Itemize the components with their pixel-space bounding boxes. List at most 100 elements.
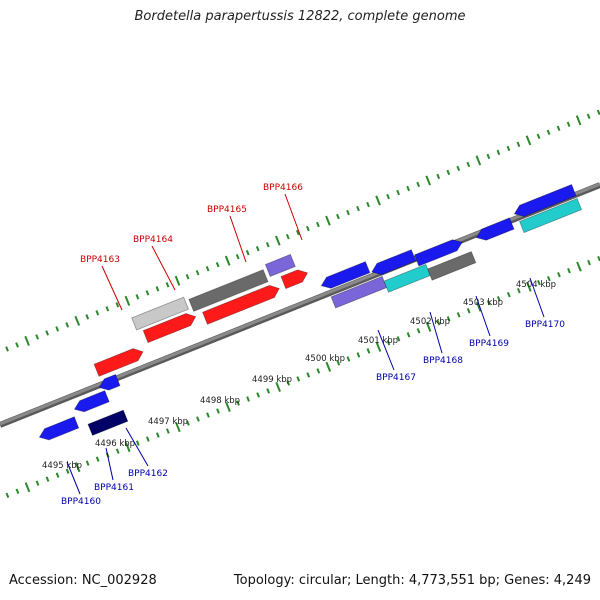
outer-tick bbox=[436, 173, 441, 180]
inner-tick bbox=[366, 348, 371, 354]
kbp-label: 4499 kbp bbox=[252, 375, 292, 385]
inner-tick bbox=[506, 292, 511, 298]
outer-tick bbox=[295, 229, 300, 236]
outer-tick bbox=[566, 121, 571, 128]
inner-tick bbox=[325, 361, 332, 372]
kbp-labels: 4495 kbp 4496 kbp 4497 kbp 4498 kbp 4499 kbp… bbox=[42, 280, 556, 471]
gene-arrow bbox=[38, 416, 80, 441]
inner-tick bbox=[296, 376, 301, 382]
inner-tick bbox=[416, 328, 421, 334]
inner-tick bbox=[225, 402, 231, 413]
outer-tick bbox=[536, 133, 541, 140]
gene-label-reverse: BPP4169 bbox=[469, 339, 509, 349]
outer-tick bbox=[245, 249, 250, 256]
outer-tick bbox=[135, 294, 140, 300]
gene-arrow bbox=[188, 269, 269, 312]
outer-tick bbox=[525, 135, 532, 146]
outer-tick bbox=[386, 193, 390, 200]
inner-tick bbox=[286, 380, 291, 386]
outer-tick bbox=[285, 233, 290, 240]
outer-tick bbox=[65, 322, 70, 328]
gene-leader-line bbox=[377, 329, 395, 371]
inner-tick bbox=[375, 341, 382, 352]
outer-tick bbox=[375, 195, 381, 206]
gene-leader-line bbox=[66, 461, 81, 495]
gene-label-reverse: BPP4161 bbox=[94, 483, 134, 493]
gene-label-reverse: BPP4170 bbox=[525, 320, 565, 330]
inner-tick bbox=[396, 336, 401, 342]
gene-label-forward: BPP4165 bbox=[207, 205, 247, 215]
gene-features bbox=[0, 183, 583, 441]
outer-tick bbox=[546, 129, 551, 136]
outer-tick bbox=[446, 169, 451, 176]
outer-tick bbox=[195, 270, 200, 276]
accession-label: Accession: NC_002928 bbox=[9, 573, 157, 588]
outer-tick bbox=[174, 275, 181, 286]
kbp-label: 4495 kbp bbox=[42, 461, 82, 471]
outer-tick bbox=[45, 330, 50, 336]
outer-tick bbox=[496, 149, 501, 156]
gene-label-reverse: BPP4168 bbox=[423, 356, 463, 366]
gene-label-reverse: BPP4167 bbox=[376, 373, 416, 383]
gene-leader-line bbox=[429, 311, 443, 354]
outer-tick bbox=[35, 334, 39, 340]
gene-arrow bbox=[73, 390, 110, 413]
inner-tick bbox=[436, 320, 441, 326]
gene-arrow bbox=[202, 284, 280, 325]
topology-label: Topology: circular; Length: 4,773,551 bp… bbox=[233, 573, 591, 588]
outer-tick bbox=[24, 335, 30, 346]
outer-tick bbox=[516, 141, 521, 148]
gene-label-forward: BPP4166 bbox=[263, 183, 303, 193]
gene-label-forward: BPP4164 bbox=[133, 235, 173, 245]
inner-tick bbox=[45, 476, 50, 482]
inner-tick bbox=[466, 308, 471, 314]
gene-leader-line bbox=[229, 215, 247, 263]
outer-tick bbox=[165, 282, 170, 288]
gene-leader-line bbox=[284, 193, 303, 241]
inner-tick bbox=[15, 488, 20, 494]
gene-arrow bbox=[475, 217, 515, 241]
outer-tick bbox=[85, 314, 90, 320]
kbp-label: 4496 kbp bbox=[95, 439, 135, 449]
inner-tick bbox=[336, 360, 341, 366]
inner-tick bbox=[567, 267, 571, 274]
outer-tick bbox=[215, 262, 220, 268]
inner-tick bbox=[256, 392, 260, 398]
outer-tick bbox=[235, 253, 240, 260]
gene-leader-line bbox=[101, 265, 123, 311]
inner-tick bbox=[95, 456, 100, 462]
gene-arrow bbox=[98, 373, 121, 391]
inner-tick bbox=[5, 492, 10, 498]
gene-arrow bbox=[427, 251, 477, 281]
gene-leader-line bbox=[105, 447, 114, 481]
inner-tick bbox=[587, 259, 591, 266]
inner-tick bbox=[145, 436, 150, 442]
inner-tick bbox=[216, 408, 220, 414]
inner-tick bbox=[346, 356, 351, 362]
outer-tick bbox=[556, 125, 561, 132]
kbp-label: 4503 kbp bbox=[463, 298, 503, 308]
outer-tick bbox=[586, 113, 591, 119]
kbp-label: 4504 kbp bbox=[516, 280, 556, 290]
outer-tick bbox=[475, 155, 482, 166]
outer-tick bbox=[115, 302, 120, 308]
inner-tick bbox=[386, 340, 391, 346]
inner-tick bbox=[55, 472, 60, 478]
inner-tick bbox=[74, 462, 81, 473]
inner-tick bbox=[526, 281, 532, 292]
inner-tick bbox=[576, 261, 582, 272]
outer-tick bbox=[456, 165, 461, 172]
outer-tick bbox=[15, 342, 19, 348]
outer-tick bbox=[336, 213, 340, 220]
inner-tick bbox=[206, 412, 210, 418]
gene-arrow bbox=[513, 183, 577, 217]
outer-tick bbox=[366, 201, 370, 208]
inner-tick bbox=[356, 352, 361, 358]
kbp-label: 4497 kbp bbox=[148, 417, 188, 427]
inner-tick bbox=[516, 288, 521, 294]
inner-tick bbox=[406, 332, 411, 338]
gene-label-reverse: BPP4162 bbox=[128, 469, 168, 479]
gene-labels: BPP4163 BPP4164 BPP4165 BPP4166 BPP4160 BPP41… bbox=[61, 183, 565, 507]
gene-arrow bbox=[142, 313, 197, 344]
